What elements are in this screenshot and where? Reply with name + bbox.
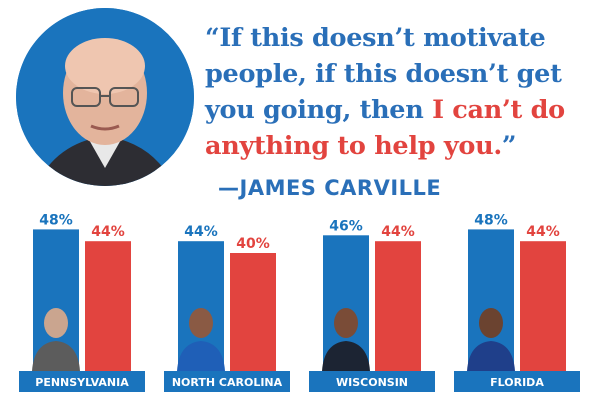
candidate-body-0	[32, 341, 80, 371]
bar-label-series1-1: 44%	[184, 224, 218, 240]
state-band-1	[164, 371, 290, 392]
category-label-0: PENNSYLVANIA	[35, 376, 129, 389]
bar-series2-2	[375, 241, 421, 371]
quote-line-4-end: ”	[501, 131, 517, 161]
bar-label-series2-0: 44%	[91, 224, 125, 240]
candidate-head-3	[479, 308, 503, 338]
quote: “If this doesn’t motivate people, if this…	[205, 20, 597, 164]
quote-line-1: “If this doesn’t motivate	[205, 23, 546, 53]
quote-line-4-highlight: anything to help you.	[205, 131, 502, 161]
attribution: —JAMES CARVILLE	[218, 176, 442, 200]
bar-label-series2-3: 44%	[526, 224, 560, 240]
state-band-3	[454, 371, 580, 392]
category-label-2: WISCONSIN	[336, 376, 408, 389]
carville-portrait	[16, 8, 194, 186]
candidate-head-1	[189, 308, 213, 338]
category-label-1: NORTH CAROLINA	[172, 376, 283, 389]
candidate-body-1	[177, 341, 225, 371]
bar-series2-1	[230, 253, 276, 371]
bar-series2-0	[85, 241, 131, 371]
candidate-head-0	[44, 308, 68, 338]
quote-line-3-highlight: I can’t do	[432, 95, 565, 125]
bar-label-series1-2: 46%	[329, 218, 363, 234]
candidate-head-2	[334, 308, 358, 338]
bar-label-series2-1: 40%	[236, 236, 270, 252]
quote-line-3: you going, then	[205, 95, 433, 125]
quote-line-2: people, if this doesn’t get	[205, 59, 562, 89]
state-band-0	[19, 371, 145, 392]
candidate-body-3	[467, 341, 515, 371]
bar-series2-3	[520, 241, 566, 371]
category-label-3: FLORIDA	[490, 376, 544, 389]
state-band-2	[309, 371, 435, 392]
bar-label-series1-3: 48%	[474, 212, 508, 228]
bar-label-series1-0: 48%	[39, 212, 73, 228]
candidate-body-2	[322, 341, 370, 371]
bar-label-series2-2: 44%	[381, 224, 415, 240]
